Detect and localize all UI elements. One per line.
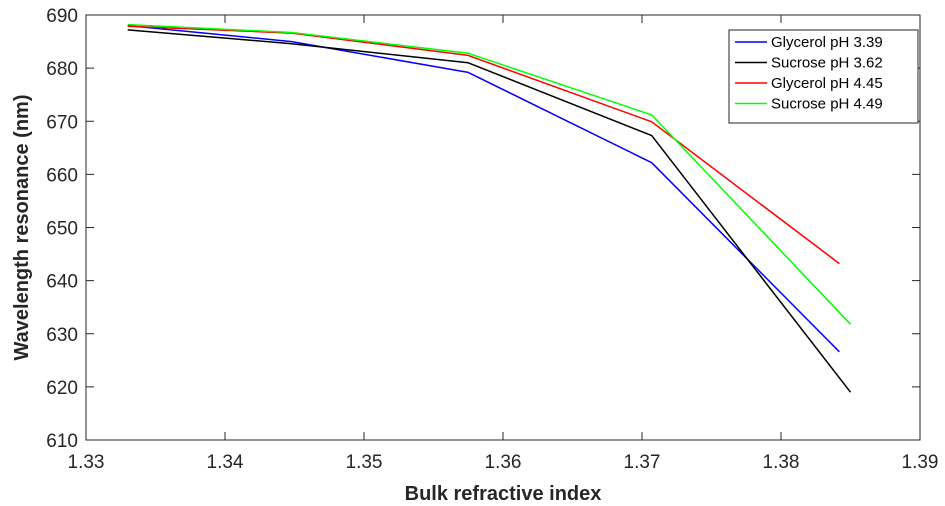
legend-entry: Glycerol pH 3.39: [771, 34, 883, 51]
y-axis-label: Wavelength resonance (nm): [11, 95, 33, 361]
y-tick-label: 680: [46, 59, 78, 80]
series-line: [127, 25, 840, 265]
x-axis: 1.33 1.34 1.35 1.36 1.37 1.38 1.39: [68, 15, 939, 473]
series-line: [127, 29, 852, 393]
y-tick-label: 650: [46, 219, 78, 240]
x-tick-label: 1.35: [346, 452, 383, 473]
y-axis: 610 620 630 640 650 660 670 680 690: [46, 6, 920, 452]
series-line: [127, 23, 852, 325]
legend-entry: Sucrose pH 3.62: [771, 55, 883, 72]
x-tick-label: 1.34: [207, 452, 244, 473]
legend-entry: Sucrose pH 4.49: [771, 96, 883, 113]
y-tick-label: 670: [46, 112, 78, 133]
series-lines: [127, 23, 852, 393]
x-tick-label: 1.38: [763, 452, 800, 473]
legend: Glycerol pH 3.39 Sucrose pH 3.62 Glycerol …: [728, 29, 919, 124]
y-tick-label: 620: [46, 378, 78, 399]
x-tick-label: 1.33: [68, 452, 105, 473]
y-tick-label: 690: [46, 6, 78, 27]
x-axis-label: Bulk refractive index: [405, 483, 602, 505]
series-line: [127, 24, 840, 353]
y-tick-label: 610: [46, 431, 78, 452]
x-tick-label: 1.36: [485, 452, 522, 473]
x-tick-label: 1.39: [902, 452, 939, 473]
x-tick-label: 1.37: [624, 452, 661, 473]
y-tick-label: 630: [46, 325, 78, 346]
y-tick-label: 660: [46, 165, 78, 186]
legend-entry: Glycerol pH 4.45: [771, 75, 883, 92]
y-tick-label: 640: [46, 272, 78, 293]
legend-box: [728, 29, 919, 124]
